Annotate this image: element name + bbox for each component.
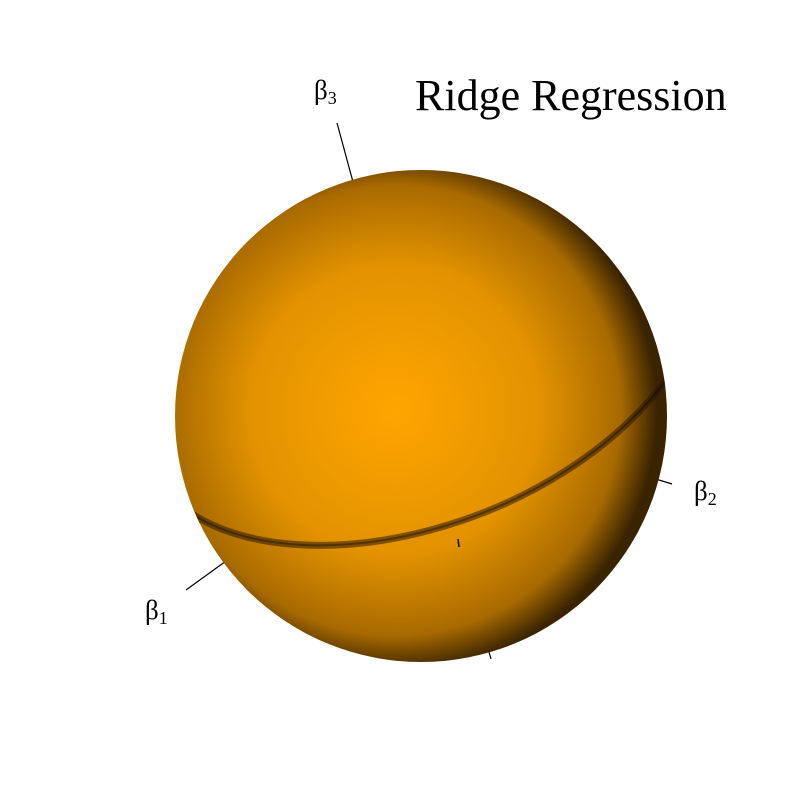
axis-label-beta3: β3 xyxy=(314,75,337,108)
equator-tick xyxy=(457,538,460,548)
axis-label-beta2: β2 xyxy=(694,476,717,509)
axis-bottom-tick xyxy=(488,651,492,660)
equator-band xyxy=(183,369,667,549)
ridge-constraint-sphere xyxy=(175,170,667,662)
axis-label-beta1: β1 xyxy=(145,595,168,628)
figure-title: Ridge Regression xyxy=(415,71,727,120)
